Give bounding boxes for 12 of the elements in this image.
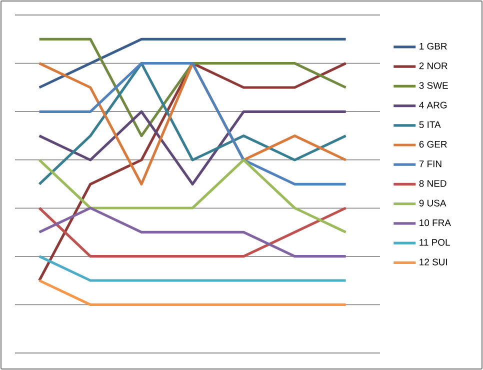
legend-label: 1 GBR <box>420 42 447 50</box>
legend-label: 7 FIN <box>419 160 442 168</box>
legend-label: 12 SUI <box>420 258 447 266</box>
legend-label: 11 POL <box>420 239 450 246</box>
legend-label: 9 USA <box>419 200 446 206</box>
legend-label: 5 ITA <box>419 121 441 128</box>
legend-label: 6 GER <box>419 140 447 148</box>
legend-label: 8 NED <box>419 180 446 187</box>
legend-label: 2 NOR <box>419 62 448 70</box>
legend-label: 3 SWE <box>419 82 448 89</box>
legend-label: 4 ARG <box>419 102 447 108</box>
legend-label: 10 FRA <box>420 219 451 226</box>
